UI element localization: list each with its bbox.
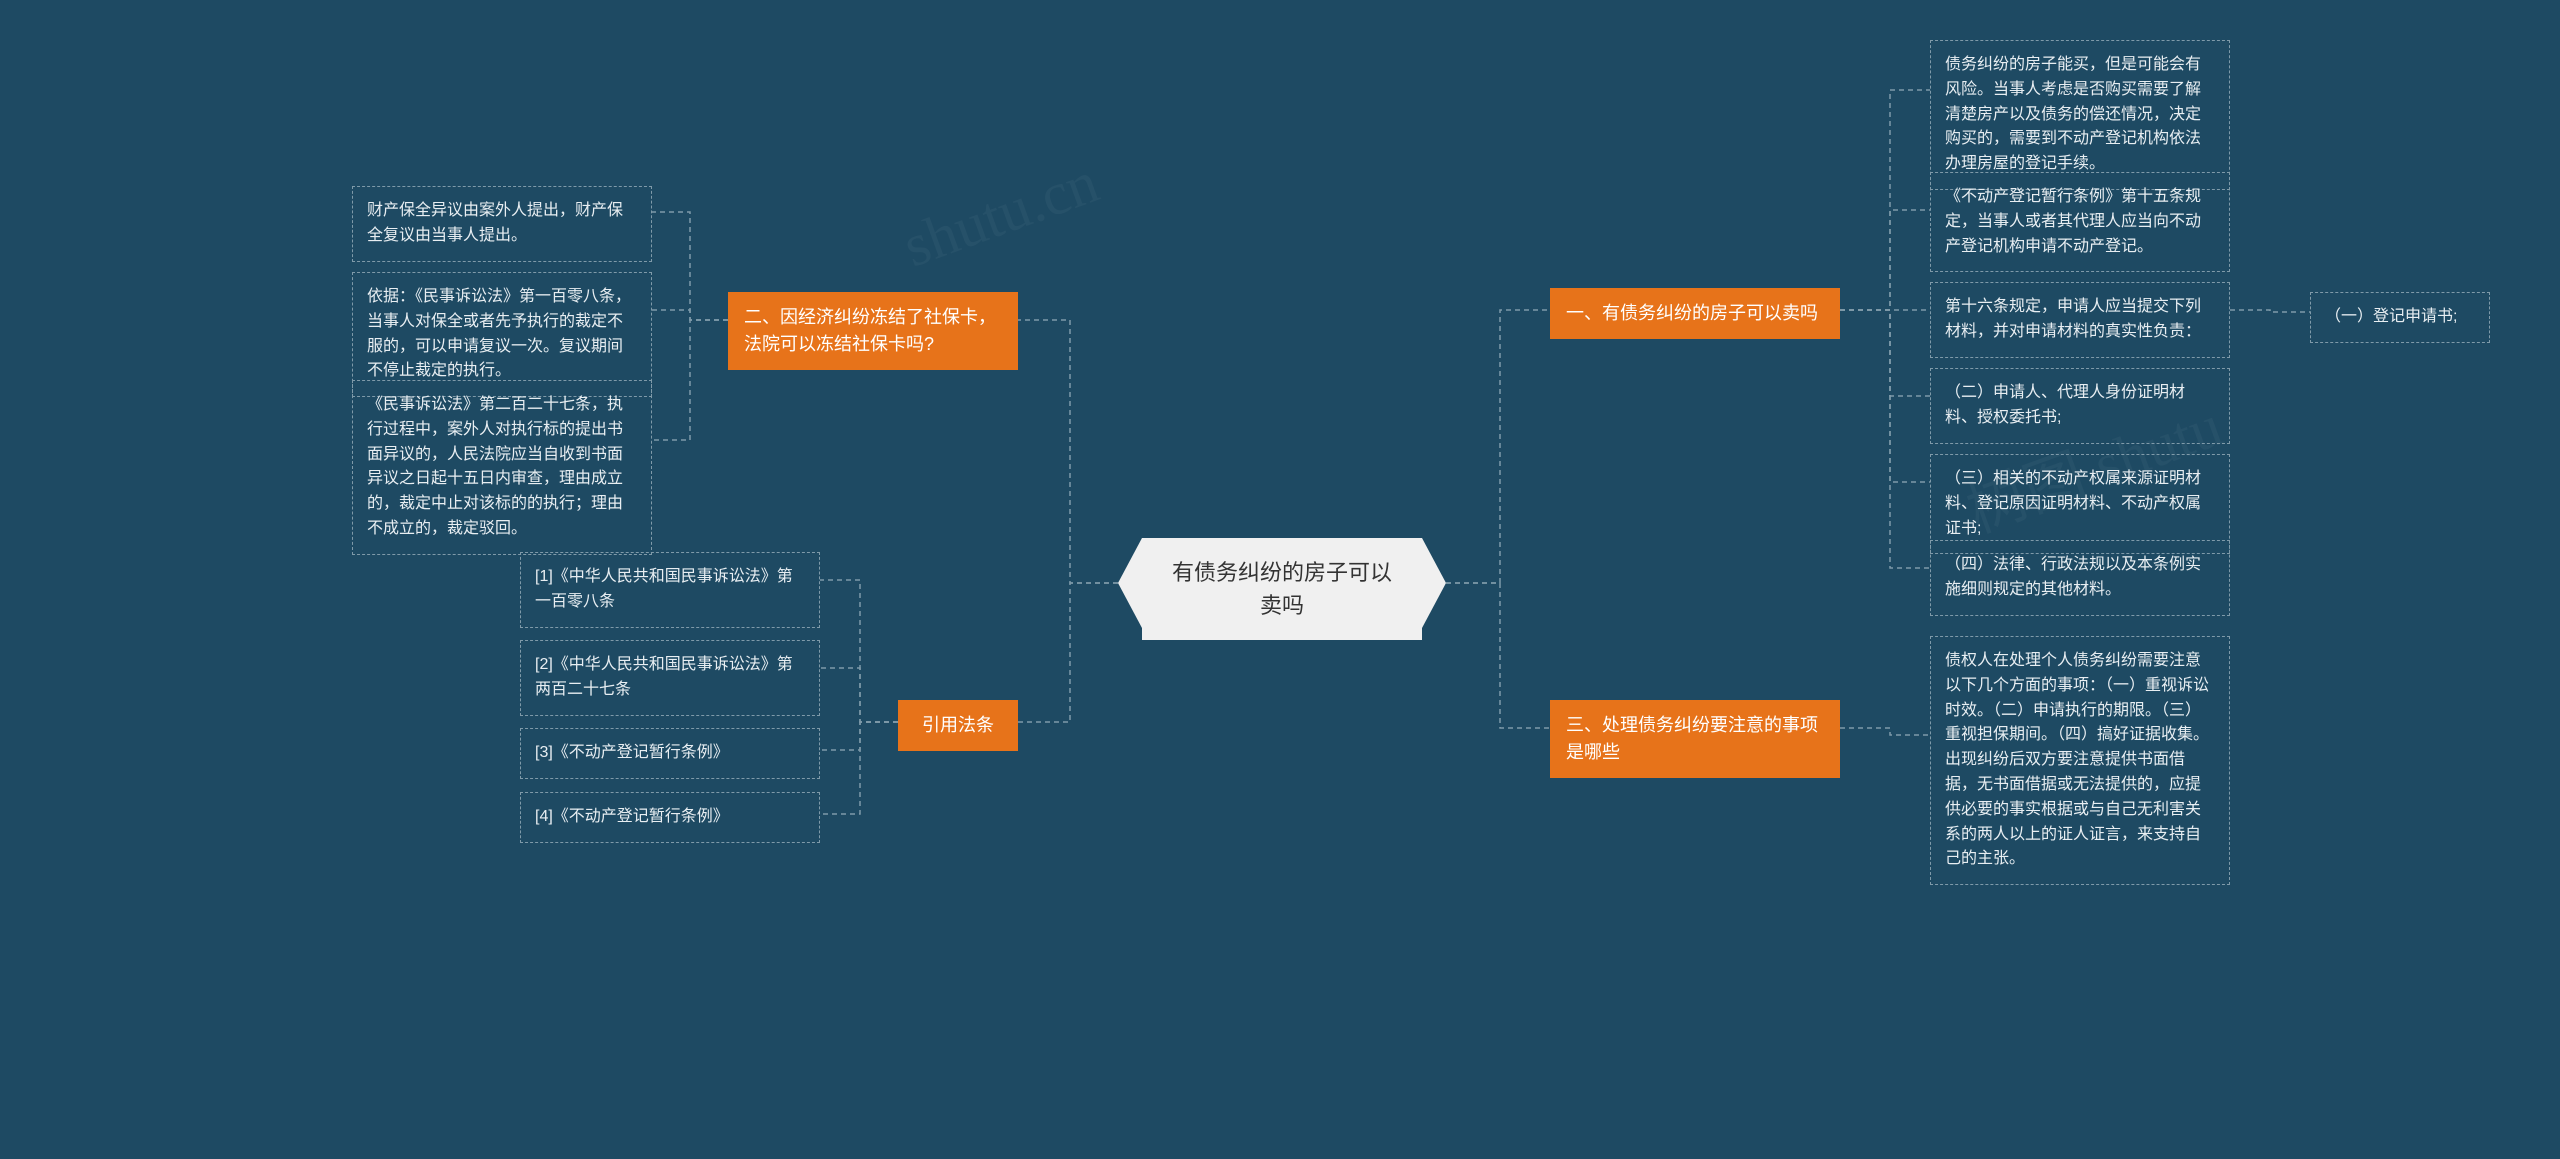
branch-l2[interactable]: 引用法条 bbox=[898, 700, 1018, 751]
leaf-l2a: [1]《中华人民共和国民事诉讼法》第一百零八条 bbox=[520, 552, 820, 628]
branch-r2[interactable]: 三、处理债务纠纷要注意的事项是哪些 bbox=[1550, 700, 1840, 778]
leaf-l1b: 依据：《民事诉讼法》第一百零八条，当事人对保全或者先予执行的裁定不服的，可以申请… bbox=[352, 272, 652, 397]
leaf-r2a: 债权人在处理个人债务纠纷需要注意以下几个方面的事项：（一）重视诉讼时效。（二）申… bbox=[1930, 636, 2230, 885]
branch-l1[interactable]: 二、因经济纠纷冻结了社保卡，法院可以冻结社保卡吗? bbox=[728, 292, 1018, 370]
leaf-l2b: [2]《中华人民共和国民事诉讼法》第两百二十七条 bbox=[520, 640, 820, 716]
center-topic[interactable]: 有债务纠纷的房子可以卖吗 bbox=[1142, 538, 1422, 640]
leaf-r1b: 《不动产登记暂行条例》第十五条规定，当事人或者其代理人应当向不动产登记机构申请不… bbox=[1930, 172, 2230, 272]
leaf-r1d: （二）申请人、代理人身份证明材料、授权委托书; bbox=[1930, 368, 2230, 444]
leaf-r1c1: （一）登记申请书; bbox=[2310, 292, 2490, 343]
leaf-r1f: （四）法律、行政法规以及本条例实施细则规定的其他材料。 bbox=[1930, 540, 2230, 616]
leaf-r1c: 第十六条规定，申请人应当提交下列材料，并对申请材料的真实性负责： bbox=[1930, 282, 2230, 358]
leaf-l1c: 《民事诉讼法》第二百二十七条，执行过程中，案外人对执行标的提出书面异议的，人民法… bbox=[352, 380, 652, 555]
leaf-l1a: 财产保全异议由案外人提出，财产保全复议由当事人提出。 bbox=[352, 186, 652, 262]
watermark: shutu.cn bbox=[894, 148, 1107, 282]
leaf-r1a: 债务纠纷的房子能买，但是可能会有风险。当事人考虑是否购买需要了解清楚房产以及债务… bbox=[1930, 40, 2230, 190]
branch-r1[interactable]: 一、有债务纠纷的房子可以卖吗 bbox=[1550, 288, 1840, 339]
leaf-l2d: [4]《不动产登记暂行条例》 bbox=[520, 792, 820, 843]
leaf-l2c: [3]《不动产登记暂行条例》 bbox=[520, 728, 820, 779]
